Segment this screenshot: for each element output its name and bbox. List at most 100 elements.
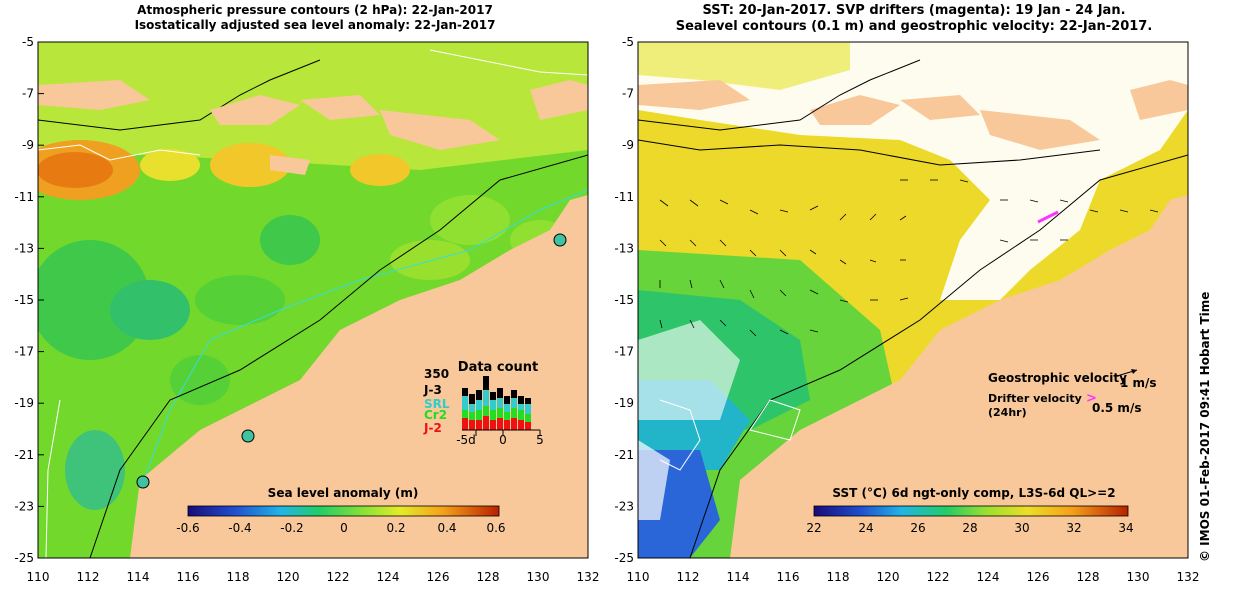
sst-colorbar-label: SST (°C) 6d ngt-only comp, L3S-6d QL>=2 [832, 486, 1115, 500]
sst-colorbar [813, 505, 1129, 517]
y-tick-label: -11 [614, 190, 634, 204]
sla-colorbar-tick: 0.4 [437, 521, 456, 535]
tide-gauge-marker [241, 429, 255, 443]
right-title-line2: Sealevel contours (0.1 m) and geostrophi… [675, 19, 1153, 34]
sst-colorbar-tick: 22 [806, 521, 821, 535]
x-tick-label: 116 [777, 570, 800, 584]
y-tick-label: -9 [622, 138, 634, 152]
y-tick-label: -11 [14, 190, 34, 204]
cloud-mask [638, 42, 1188, 300]
y-tick-label: -21 [614, 448, 634, 462]
x-tick-label: 120 [877, 570, 900, 584]
y-tick-label: -17 [14, 345, 34, 359]
tide-gauge-marker [136, 475, 150, 489]
x-axis-left: 110 112 114 116 118 120 122 124 126 128 … [27, 570, 600, 584]
x-tick-label: 128 [1077, 570, 1100, 584]
tide-gauge-marker [553, 233, 567, 247]
x-tick-label: 120 [277, 570, 300, 584]
sst-colorbar-tick: 24 [858, 521, 873, 535]
drifter-track [1037, 210, 1059, 224]
y-axis-left: -5 -7 -9 -11 -13 -15 -17 -19 -21 -23 -25 [14, 35, 44, 565]
y-tick-label: -5 [622, 35, 634, 49]
sla-colorbar-tick: 0.2 [386, 521, 405, 535]
sla-colorbar-tick: 0.6 [486, 521, 505, 535]
velocity-legend: Geostrophic velocity 1 m/s Drifter veloc… [988, 369, 1157, 419]
y-tick-label: -23 [614, 499, 634, 513]
y-tick-label: -7 [22, 87, 34, 101]
x-tick-label: 114 [127, 570, 150, 584]
sst-colorbar-tick: 28 [962, 521, 977, 535]
sst-colorbar-tick: 32 [1066, 521, 1081, 535]
x-tick-label: 110 [627, 570, 650, 584]
data-count-axis-label: 5 [536, 433, 544, 447]
sst-colorbar-tick: 26 [910, 521, 925, 535]
mission-label-cr2: Cr2 [424, 408, 447, 422]
sst-colorbar-tick: 34 [1118, 521, 1133, 535]
data-count-inset: Data count 350 J-3 SRL Cr2 J-2 -5d 0 5 [423, 360, 544, 447]
y-tick-label: -7 [622, 87, 634, 101]
y-tick-label: -19 [614, 396, 634, 410]
data-count-title: Data count [458, 360, 538, 375]
x-tick-label: 132 [577, 570, 600, 584]
land-australia [130, 195, 588, 558]
credit-label: © IMOS 01-Feb-2017 09:41 Hobart Time [1198, 291, 1212, 562]
right-title-line1: SST: 20-Jan-2017. SVP drifters (magenta)… [702, 3, 1126, 18]
sst-colorbar-tick: 30 [1014, 521, 1029, 535]
geostrophic-scale-value: 1 m/s [1120, 376, 1157, 390]
drifter-scale-value: 0.5 m/s [1092, 401, 1141, 415]
data-count-axis-label: -5d [456, 433, 476, 447]
x-tick-label: 116 [177, 570, 200, 584]
y-tick-label: -25 [614, 551, 634, 565]
x-tick-label: 126 [427, 570, 450, 584]
sla-colorbar [187, 505, 500, 517]
land-timor [980, 110, 1100, 150]
sla-colorbar-ticks: -0.6 -0.4 -0.2 0 0.2 0.4 0.6 [176, 521, 505, 535]
mission-label-j2: J-2 [423, 421, 442, 435]
y-tick-label: -21 [14, 448, 34, 462]
sla-colorbar-label: Sea level anomaly (m) [268, 486, 419, 500]
geostrophic-velocity-arrows [659, 179, 1159, 337]
y-tick-label: -23 [14, 499, 34, 513]
data-count-max: 350 [424, 367, 449, 381]
land-island [210, 95, 300, 125]
land-java [38, 80, 150, 110]
x-tick-label: 118 [227, 570, 250, 584]
drifter-velocity-label: Drifter velocity [988, 392, 1082, 405]
y-axis-right: -5 -7 -9 -11 -13 -15 -17 -19 -21 -23 -25 [614, 35, 634, 565]
y-tick-label: -13 [14, 241, 34, 255]
y-tick-label: -13 [614, 241, 634, 255]
x-tick-label: 126 [1027, 570, 1050, 584]
x-tick-label: 114 [727, 570, 750, 584]
x-axis-right: 110 112 114 116 118 120 122 124 126 128 … [627, 570, 1200, 584]
x-tick-label: 122 [927, 570, 950, 584]
sla-colorbar-tick: -0.2 [280, 521, 303, 535]
geostrophic-velocity-label: Geostrophic velocity [988, 371, 1127, 385]
x-tick-label: 124 [977, 570, 1000, 584]
sst-map-frame [637, 41, 1189, 559]
x-tick-label: 128 [477, 570, 500, 584]
y-tick-label: -5 [22, 35, 34, 49]
x-tick-label: 124 [377, 570, 400, 584]
sst-colorbar-ticks: 22 24 26 28 30 32 34 [806, 521, 1133, 535]
mission-label-j3: J-3 [423, 383, 442, 397]
sla-colorbar-tick: -0.6 [176, 521, 199, 535]
land-java [638, 80, 750, 110]
y-tick-label: -15 [14, 293, 34, 307]
x-tick-label: 122 [327, 570, 350, 584]
x-tick-label: 118 [827, 570, 850, 584]
y-tick-label: -25 [14, 551, 34, 565]
land-timor [380, 110, 500, 150]
x-tick-label: 112 [677, 570, 700, 584]
sla-map: -5 -7 -9 -11 -13 -15 -17 -19 -21 -23 -25… [14, 35, 600, 584]
drifter-scale-arrow: > [1086, 391, 1097, 406]
y-tick-label: -15 [614, 293, 634, 307]
sla-colorbar-tick: -0.4 [228, 521, 251, 535]
x-tick-label: 112 [77, 570, 100, 584]
left-title-line1: Atmospheric pressure contours (2 hPa): 2… [137, 3, 493, 17]
y-tick-label: -19 [14, 396, 34, 410]
mission-label-srl: SRL [424, 397, 450, 411]
x-tick-label: 130 [1127, 570, 1150, 584]
data-count-axis-label: 0 [499, 433, 507, 447]
left-title-line2: Isostatically adjusted sea level anomaly… [134, 18, 496, 32]
land-australia [730, 195, 1188, 558]
